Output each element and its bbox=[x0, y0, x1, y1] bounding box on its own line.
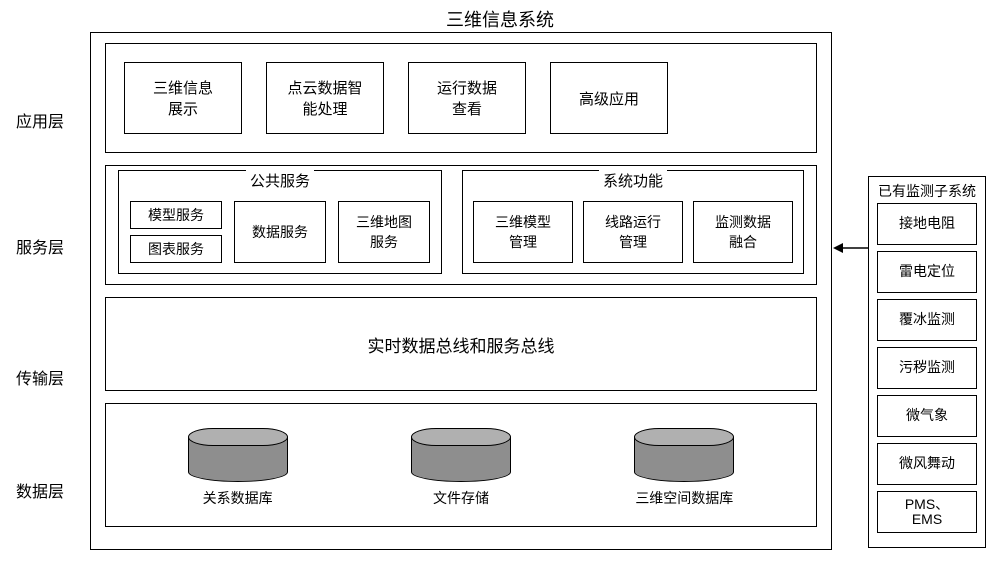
trans-layer: 实时数据总线和服务总线 bbox=[105, 297, 817, 391]
app-box-pointcloud: 点云数据智能处理 bbox=[266, 62, 384, 134]
app-box-3d-info: 三维信息展示 bbox=[124, 62, 242, 134]
svc-model-service: 模型服务 bbox=[130, 201, 222, 229]
svc-3dmodel-mgmt: 三维模型管理 bbox=[473, 201, 573, 263]
svc-3dmap-service: 三维地图服务 bbox=[338, 201, 430, 263]
db-file: 文件存储 bbox=[411, 428, 511, 508]
subsys-pollution: 污秽监测 bbox=[877, 347, 977, 389]
cylinder-icon bbox=[188, 428, 288, 482]
db-file-label: 文件存储 bbox=[433, 488, 489, 508]
subsys-breeze: 微风舞动 bbox=[877, 443, 977, 485]
db-3dspatial-label: 三维空间数据库 bbox=[635, 488, 733, 508]
db-relational-label: 关系数据库 bbox=[203, 488, 273, 508]
svc-chart-service: 图表服务 bbox=[130, 235, 222, 263]
diagram-title: 三维信息系统 bbox=[0, 6, 1000, 32]
subsys-pms-ems: PMS、EMS bbox=[877, 491, 977, 533]
app-box-rundata: 运行数据查看 bbox=[408, 62, 526, 134]
cylinder-icon bbox=[411, 428, 511, 482]
main-frame: 三维信息展示 点云数据智能处理 运行数据查看 高级应用 公共服务 模型服务 图表… bbox=[90, 32, 832, 550]
layer-label-app: 应用层 bbox=[0, 108, 80, 132]
svc-monitor-fuse: 监测数据融合 bbox=[693, 201, 793, 263]
svc-group-public-title: 公共服务 bbox=[246, 170, 314, 191]
subsys-ground-res: 接地电阻 bbox=[877, 203, 977, 245]
subsystem-title: 已有监测子系统 bbox=[869, 181, 985, 201]
subsystem-panel: 已有监测子系统 接地电阻 雷电定位 覆冰监测 污秽监测 微气象 微风舞动 PMS… bbox=[868, 176, 986, 548]
subsys-icing: 覆冰监测 bbox=[877, 299, 977, 341]
layer-label-data: 数据层 bbox=[0, 478, 80, 502]
svc-group-public: 公共服务 模型服务 图表服务 数据服务 三维地图服务 bbox=[118, 170, 442, 274]
subsys-lightning: 雷电定位 bbox=[877, 251, 977, 293]
svc-layer: 公共服务 模型服务 图表服务 数据服务 三维地图服务 系统功能 三维模型管理 线… bbox=[105, 165, 817, 285]
svc-lineop-mgmt: 线路运行管理 bbox=[583, 201, 683, 263]
app-layer: 三维信息展示 点云数据智能处理 运行数据查看 高级应用 bbox=[105, 43, 817, 153]
data-layer: 关系数据库 文件存储 三维空间数据库 bbox=[105, 403, 817, 527]
svc-left-column: 模型服务 图表服务 bbox=[130, 201, 222, 263]
svc-group-system: 系统功能 三维模型管理 线路运行管理 监测数据融合 bbox=[462, 170, 804, 274]
svc-data-service: 数据服务 bbox=[234, 201, 326, 263]
db-3dspatial: 三维空间数据库 bbox=[634, 428, 734, 508]
layer-label-svc: 服务层 bbox=[0, 234, 80, 258]
subsys-micromet: 微气象 bbox=[877, 395, 977, 437]
layer-label-trans: 传输层 bbox=[0, 365, 80, 389]
arrow-icon bbox=[833, 242, 868, 243]
db-relational: 关系数据库 bbox=[188, 428, 288, 508]
trans-text: 实时数据总线和服务总线 bbox=[368, 332, 555, 357]
cylinder-icon bbox=[634, 428, 734, 482]
app-box-advanced: 高级应用 bbox=[550, 62, 668, 134]
svc-group-system-title: 系统功能 bbox=[599, 170, 667, 191]
